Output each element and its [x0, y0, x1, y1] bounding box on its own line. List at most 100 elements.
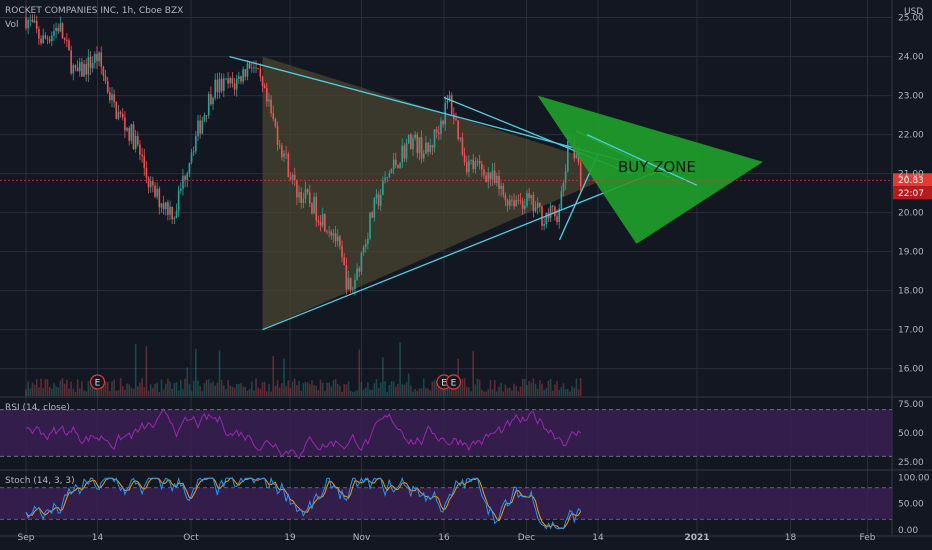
volume-bar	[465, 386, 468, 396]
volume-bar	[483, 391, 485, 396]
candle-body	[410, 134, 412, 150]
volume-bar	[414, 389, 416, 396]
volume-bar	[319, 379, 322, 396]
volume-bar	[418, 388, 421, 396]
triangle-fill[interactable]	[262, 56, 626, 330]
volume-bar	[412, 391, 414, 396]
last-price-tag	[893, 173, 932, 187]
candle-body	[253, 67, 255, 69]
candle-body	[395, 159, 397, 166]
volume-bar	[259, 388, 262, 396]
oscillator-band	[0, 487, 892, 520]
volume-bar	[66, 379, 68, 396]
volume-bar	[257, 387, 259, 396]
volume-bar	[356, 390, 358, 396]
last-price-value: 20.83	[898, 176, 924, 186]
volume-bar	[98, 390, 100, 396]
candle-body	[156, 188, 158, 197]
candle-body	[364, 243, 367, 248]
volume-bar	[212, 381, 214, 396]
volume-bar	[569, 391, 571, 396]
volume-bar	[384, 381, 386, 396]
candle-body	[446, 100, 449, 104]
candle-body	[238, 76, 240, 80]
candle-body	[38, 28, 40, 39]
volume-bar	[463, 378, 466, 396]
price-tick-label: 18.00	[898, 287, 924, 297]
candle-body	[27, 19, 29, 29]
volume-bar	[190, 391, 193, 396]
earnings-marker[interactable]	[89, 374, 106, 390]
candle-body	[46, 38, 49, 40]
candle-body	[405, 143, 408, 159]
volume-bar	[188, 384, 191, 396]
candle-body	[126, 127, 128, 131]
candle-body	[483, 169, 485, 176]
candle-body	[233, 83, 236, 90]
volume-bar	[207, 379, 210, 396]
buy-zone-shape[interactable]: BUY ZONE	[537, 95, 764, 244]
volume-bar	[431, 381, 434, 396]
volume-bar	[143, 386, 146, 396]
candle-body	[418, 137, 421, 154]
candle-body	[291, 174, 294, 180]
candle-body	[72, 65, 75, 74]
candle-body	[268, 99, 270, 102]
volume-bar	[517, 391, 520, 396]
time-tick-label: 2021	[684, 533, 709, 543]
candle-body	[184, 175, 186, 180]
volume-bar	[427, 388, 429, 396]
volume-bar	[367, 382, 369, 396]
volume-bar	[240, 383, 242, 396]
candle-body	[496, 175, 498, 183]
volume-bar	[496, 391, 498, 396]
volume-bar	[281, 383, 283, 396]
volume-bar	[173, 383, 176, 396]
volume-bar	[440, 382, 442, 396]
candle-body	[257, 68, 259, 70]
volume-bar	[192, 380, 195, 396]
volume-bar	[470, 391, 472, 396]
time-tick-label: 19	[284, 533, 296, 543]
candle-body	[377, 194, 380, 206]
earnings-marker-label: E	[451, 379, 457, 389]
volume-bar	[72, 388, 75, 396]
candle-body	[141, 154, 143, 157]
candle-body	[519, 200, 522, 202]
candle-body	[266, 88, 268, 102]
volume-bar	[481, 389, 483, 396]
triangle-pattern[interactable]	[262, 56, 626, 330]
stoch-title: Stoch (14, 3, 3)	[5, 476, 75, 486]
buy-zone-trendline[interactable]	[586, 134, 698, 186]
volume-bar	[109, 390, 111, 396]
volume-bar	[315, 385, 318, 396]
time-tick-label: Feb	[860, 533, 876, 543]
candle-body	[455, 118, 457, 121]
rsi-pane[interactable]: 75.00 50.00 25.00	[0, 400, 924, 468]
stoch-pane[interactable]: 100.00 50.00 0.00	[0, 473, 930, 536]
volume-bar	[242, 386, 244, 396]
volume-bar	[524, 378, 526, 396]
candle-body	[541, 206, 543, 226]
candle-body	[89, 56, 92, 69]
candle-body	[274, 118, 277, 127]
candle-body	[556, 216, 558, 222]
volume-bar	[461, 378, 464, 396]
candle-body	[461, 137, 464, 155]
candle-body	[255, 67, 257, 69]
candle-body	[242, 69, 244, 82]
buy-zone-triangle[interactable]	[537, 95, 764, 244]
time-tick-label: Nov	[353, 533, 371, 543]
volume-bar	[278, 387, 281, 396]
earnings-marker[interactable]	[445, 374, 462, 390]
volume-bar	[534, 383, 537, 396]
candle-body	[536, 202, 539, 208]
candle-body	[137, 135, 139, 145]
volume-bar	[579, 378, 582, 396]
volume-bar	[205, 379, 208, 396]
volume-bar	[564, 389, 567, 396]
candle-body	[330, 231, 333, 236]
candle-body	[319, 222, 322, 226]
